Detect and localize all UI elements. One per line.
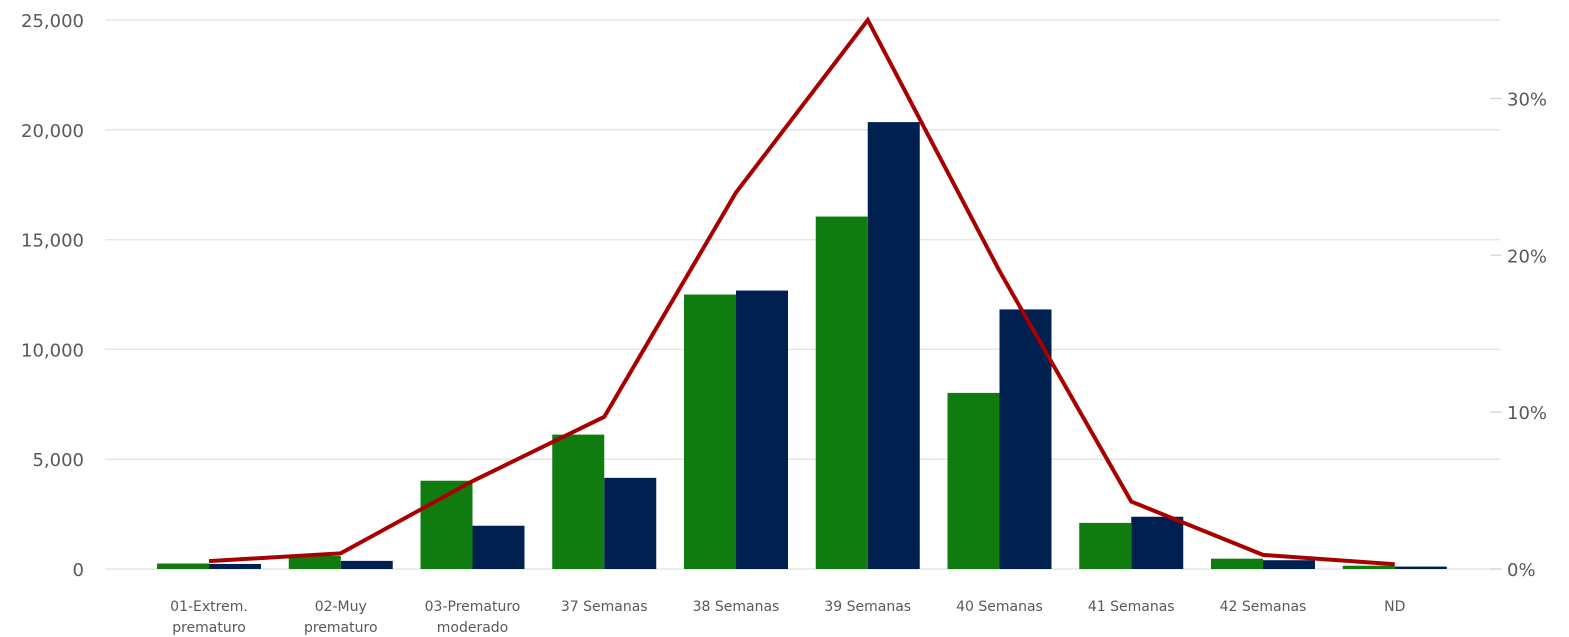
bar-series-2: [1263, 560, 1315, 569]
bar-series-1: [552, 434, 605, 569]
bar-series-2: [1394, 566, 1447, 569]
left-axis-tick-label: 10,000: [21, 340, 84, 361]
bar-series-1: [1211, 558, 1263, 569]
bar-series-2: [604, 477, 657, 569]
bar-series-2: [999, 309, 1052, 569]
bar-series-1: [288, 555, 341, 569]
right-axis-tick-label: 0%: [1507, 560, 1536, 581]
bar-series-2: [867, 122, 920, 569]
bar-series-1: [684, 294, 736, 569]
category-label: 38 Semanas: [693, 599, 780, 615]
category-label: 37 Semanas: [561, 599, 648, 615]
category-label: ND: [1384, 599, 1405, 615]
bar-series-2: [340, 560, 393, 569]
right-axis-tick-label: 10%: [1507, 403, 1547, 424]
left-axis-tick-label: 15,000: [21, 231, 84, 252]
bar-series-1: [1342, 565, 1395, 569]
x-axis-labels: 01-Extrem. prematuro 02-Muy prematuro 03-Pre…: [170, 599, 1405, 636]
bar-series-1: [947, 392, 1000, 569]
left-y-axis: 0 5,000 10,000 15,000 20,000 25,000: [21, 11, 84, 581]
bar-series-2: [736, 290, 788, 569]
bar-series-2: [209, 563, 261, 569]
category-label: 40 Semanas: [956, 599, 1043, 615]
category-label: 41 Semanas: [1088, 599, 1175, 615]
left-axis-tick-label: 0: [73, 560, 84, 581]
category-label: 02-Muy prematuro: [304, 599, 378, 636]
bars: [157, 122, 1447, 570]
bar-series-1: [1079, 522, 1132, 569]
line-series-path: [208, 16, 1395, 567]
category-label: 01-Extrem. prematuro: [170, 599, 248, 636]
line-series: [208, 16, 1395, 567]
left-axis-tick-label: 25,000: [21, 11, 84, 32]
category-label: 03-Prematuro moderado: [425, 599, 521, 636]
right-axis-tick-label: 20%: [1507, 246, 1547, 267]
left-axis-tick-label: 20,000: [21, 121, 84, 142]
left-axis-tick-label: 5,000: [32, 450, 84, 471]
category-label: 39 Semanas: [824, 599, 911, 615]
category-label: 42 Semanas: [1220, 599, 1307, 615]
right-axis-tick-label: 30%: [1507, 89, 1547, 110]
bar-series-1: [157, 563, 209, 569]
bar-series-2: [1131, 516, 1184, 569]
bar-series-1: [815, 216, 868, 570]
bar-series-2: [472, 525, 525, 569]
right-y-axis: 0% 10% 20% 30%: [1490, 89, 1547, 581]
